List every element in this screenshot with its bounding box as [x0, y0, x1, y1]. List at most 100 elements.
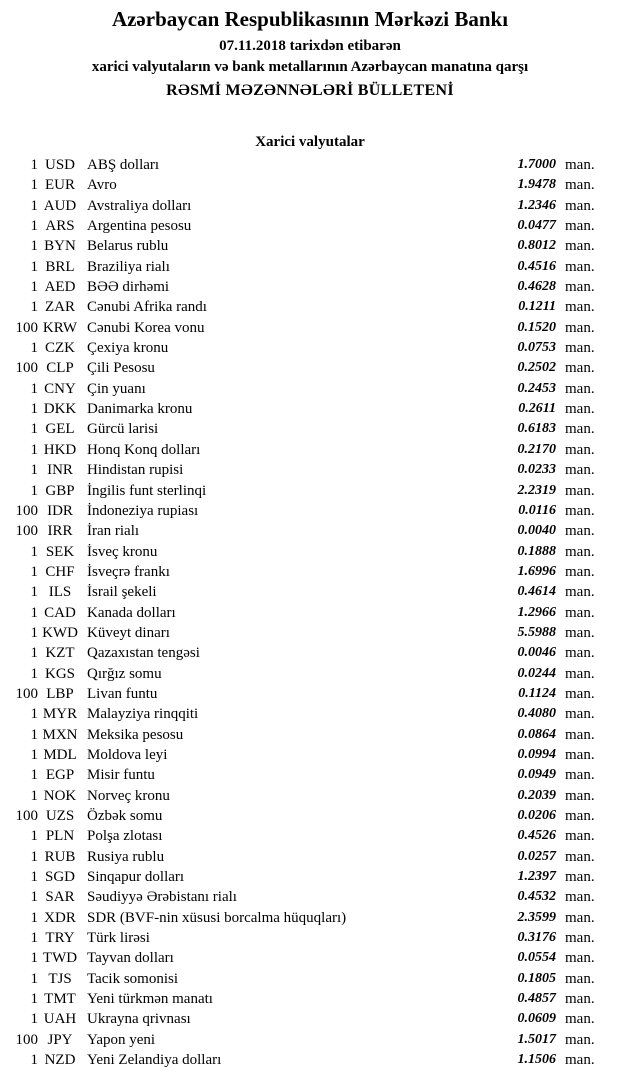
currency-code: INR	[47, 462, 73, 479]
currency-code: TMT	[44, 991, 76, 1008]
rate-unit-label: man.	[565, 767, 595, 784]
rate-row: 100 CLP Çili Pesosu 0.2502 man.	[0, 358, 600, 378]
rate-unit-label: man.	[565, 889, 595, 906]
currency-code: UAH	[43, 1011, 77, 1028]
rate-quantity: 1	[30, 380, 39, 397]
currency-name: Yapon yeni	[87, 1031, 156, 1048]
rate-quantity: 1	[30, 787, 39, 804]
rate-unit-label: man.	[565, 238, 595, 255]
currency-name: Honq Konq dolları	[87, 441, 201, 458]
currency-code: GEL	[45, 421, 75, 438]
currency-code: UZS	[45, 808, 75, 824]
rate-unit-label: man.	[565, 218, 595, 235]
rate-unit-label: man.	[565, 787, 595, 804]
rate-value: 0.0949	[517, 767, 557, 783]
currency-name: Türk lirəsi	[87, 930, 150, 947]
rate-row: 1 TMT Yeni türkmən manatı 0.4857 man.	[0, 989, 600, 1009]
rate-row: 1 TRY Türk lirəsi 0.3176 man.	[0, 928, 600, 948]
rate-unit-label: man.	[565, 360, 595, 377]
currency-name: Avro	[87, 177, 117, 194]
rate-row: 1 AUD Avstraliya dolları 1.2346 man.	[0, 196, 600, 216]
rate-unit-label: man.	[565, 502, 595, 519]
currency-name: Norveç kronu	[87, 787, 170, 804]
currency-name: Tayvan dolları	[87, 950, 174, 967]
currency-code: AUD	[43, 197, 77, 214]
rate-row: 1 MXN Meksika pesosu 0.0864 man.	[0, 725, 600, 745]
currency-code: CLP	[46, 360, 74, 377]
rate-quantity: 1	[30, 279, 39, 296]
currency-name: Yeni Zelandiya dolları	[87, 1052, 222, 1069]
rate-quantity: 100	[15, 1031, 39, 1048]
rate-quantity: 1	[30, 482, 39, 499]
currency-name: Tacik somonisi	[87, 970, 179, 987]
rate-quantity: 1	[30, 421, 39, 438]
currency-name: Braziliya rialı	[87, 258, 170, 275]
currency-name: Qazaxıstan tengəsi	[87, 645, 200, 662]
rate-value: 1.2966	[517, 604, 557, 620]
currency-code: LBP	[46, 685, 74, 702]
rate-unit-label: man.	[565, 645, 595, 662]
rate-quantity: 1	[30, 828, 39, 845]
rate-quantity: 1	[30, 218, 39, 235]
currency-code: BYN	[44, 238, 76, 255]
rate-row: 1 KZT Qazaxıstan tengəsi 0.0046 man.	[0, 643, 600, 663]
rate-unit-label: man.	[565, 523, 595, 540]
rate-quantity: 1	[30, 462, 39, 479]
rate-unit-label: man.	[565, 1052, 595, 1069]
rate-unit-label: man.	[565, 746, 595, 763]
currency-name: Gürcü larisi	[87, 421, 159, 438]
rate-quantity: 100	[15, 319, 39, 336]
currency-code: SAR	[45, 889, 75, 906]
rate-quantity: 1	[30, 746, 39, 763]
currency-code: NOK	[43, 787, 77, 804]
rate-value: 0.8012	[517, 238, 557, 254]
currency-code: RUB	[44, 848, 76, 865]
rate-value: 1.5017	[517, 1031, 557, 1047]
rate-value: 0.0244	[517, 665, 557, 681]
currency-code: CNY	[44, 380, 76, 397]
rate-value: 0.4614	[517, 584, 557, 600]
rate-row: 100 JPY Yapon yeni 1.5017 man.	[0, 1030, 600, 1050]
currency-code: IRR	[47, 523, 73, 540]
rate-value: 0.0753	[517, 340, 557, 356]
rate-quantity: 100	[15, 685, 39, 702]
currency-code: IDR	[47, 502, 73, 519]
rate-unit-label: man.	[565, 177, 595, 194]
rate-unit-label: man.	[565, 462, 595, 479]
currency-code: KGS	[44, 665, 75, 682]
rate-row: 1 CHF İsveçrə frankı 1.6996 man.	[0, 562, 600, 582]
rate-quantity: 1	[30, 645, 39, 662]
rate-value: 0.4857	[517, 991, 557, 1007]
bank-title: Azərbaycan Respublikasının Mərkəzi Bankı	[111, 7, 509, 31]
rate-row: 1 PLN Polşa zlotası 0.4526 man.	[0, 826, 600, 846]
currency-name: Rusiya rublu	[87, 848, 165, 865]
rate-row: 1 GEL Gürcü larisi 0.6183 man.	[0, 419, 600, 439]
rate-value: 1.2397	[517, 869, 557, 885]
rate-unit-label: man.	[565, 584, 595, 601]
rate-value: 2.2319	[517, 482, 557, 498]
rate-quantity: 1	[30, 543, 39, 560]
currency-code: TWD	[42, 950, 78, 967]
rate-quantity: 1	[30, 1052, 39, 1069]
rate-row: 1 SGD Sinqapur dolları 1.2397 man.	[0, 867, 600, 887]
currency-name: Malayziya rinqqiti	[87, 706, 199, 723]
rate-row: 1 MYR Malayziya rinqqiti 0.4080 man.	[0, 704, 600, 724]
currency-code: MXN	[42, 726, 78, 743]
rate-row: 100 KRW Cənubi Korea vonu 0.1520 man.	[0, 318, 600, 338]
rate-value: 0.0040	[517, 523, 557, 539]
rate-quantity: 1	[30, 665, 39, 682]
rate-quantity: 1	[30, 563, 39, 580]
rate-value: 0.1211	[518, 299, 556, 315]
rate-row: 1 CZK Çexiya kronu 0.0753 man.	[0, 338, 600, 358]
rate-unit-label: man.	[565, 930, 595, 947]
rate-row: 1 EGP Misir funtu 0.0949 man.	[0, 765, 600, 785]
currency-code: XDR	[44, 909, 76, 926]
rate-unit-label: man.	[565, 624, 595, 641]
rate-quantity: 1	[30, 970, 39, 987]
rate-unit-label: man.	[565, 991, 595, 1008]
rate-row: 1 GBP İngilis funt sterlinqi 2.2319 man.	[0, 481, 600, 501]
rate-quantity: 1	[30, 950, 39, 967]
rate-unit-label: man.	[565, 1031, 595, 1048]
currency-code: TRY	[45, 930, 75, 947]
rate-value: 0.2453	[517, 380, 557, 396]
